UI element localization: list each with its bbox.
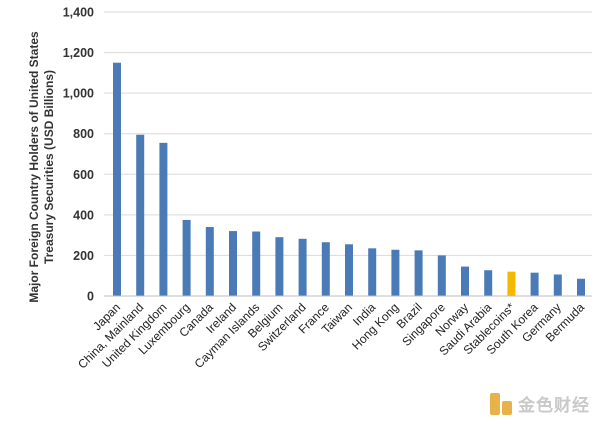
gridlines [104,11,592,256]
bar-ireland [229,231,237,296]
bars [113,62,585,296]
watermark: 金色财经 [490,391,590,416]
bar-france [321,242,330,296]
y-tick-label: 1,400 [63,6,94,20]
bar-saudi-arabia [484,270,493,296]
bar-stablecoins [507,271,516,296]
bar-china-mainland [136,134,145,296]
y-tick-label: 1,000 [63,87,94,101]
y-tick-label: 0 [87,290,94,304]
y-axis-label: Major Foreign Country Holders of United … [27,31,56,303]
jinse-logo-icon [490,392,512,415]
bar-cayman-islands [252,231,261,296]
y-tick-label: 200 [73,249,94,263]
y-tick-label: 600 [73,168,94,182]
bar-hong-kong [391,249,400,296]
y-axis-label-line-1: Major Foreign Country Holders of United … [27,31,41,303]
bar-germany [553,274,562,296]
y-tick-label: 400 [73,208,94,222]
bar-singapore [437,255,446,296]
bar-brazil [414,250,423,296]
y-tick-label: 1,200 [63,46,94,60]
watermark-text: 金色财经 [518,396,590,416]
y-axis-label-line-2: Treasury Securities (USD Billions) [42,70,56,264]
bar-taiwan [345,244,353,296]
y-tick-label: 800 [73,127,94,141]
bar-united-kingdom [159,142,168,296]
bar-canada [205,227,214,296]
bar-japan [113,62,121,296]
bar-norway [461,266,469,296]
bar-luxembourg [182,219,191,296]
bar-south-korea [530,272,539,296]
bar-bermuda [577,278,585,296]
y-axis-ticks: 0 200 400 600 800 1,000 1,200 1,400 [63,6,94,304]
bar-india [368,248,377,296]
bar-belgium [275,237,284,296]
bar-switzerland [298,238,307,296]
